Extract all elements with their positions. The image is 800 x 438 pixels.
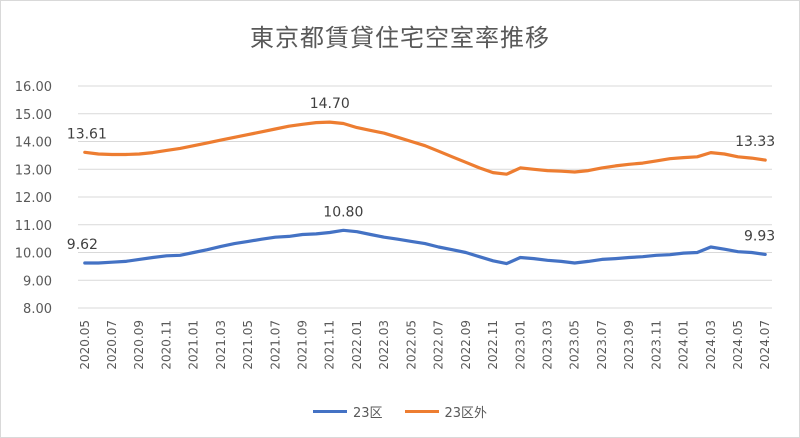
x-tick-label: 2024.03 [704, 320, 718, 370]
x-tick-label: 2023.11 [649, 320, 663, 370]
x-axis-ticks: 2020.05 2020.07 2020.09 2020.11 2021.01 2021.… [78, 320, 772, 370]
x-tick-label: 2023.09 [622, 320, 636, 370]
data-label: 9.93 [744, 228, 775, 244]
x-tick-label: 2021.09 [296, 320, 310, 370]
x-tick-label: 2024.05 [731, 320, 745, 370]
x-tick-label: 2022.01 [350, 320, 364, 370]
y-tick-label: 13.00 [15, 163, 52, 178]
y-tick-label: 8.00 [23, 302, 52, 317]
y-tick-label: 14.00 [15, 136, 52, 151]
y-tick-label: 15.00 [15, 108, 52, 123]
x-tick-label: 2022.05 [404, 320, 418, 370]
chart-title: 東京都賃貸住宅空室率推移 [250, 24, 550, 52]
series-line-1 [83, 120, 767, 176]
x-tick-label: 2023.01 [513, 320, 527, 370]
x-tick-label: 2022.07 [432, 320, 446, 370]
x-tick-label: 2024.01 [677, 320, 691, 370]
y-tick-label: 9.00 [23, 274, 52, 289]
x-tick-label: 2021.03 [214, 320, 228, 370]
y-axis-ticks: 16.00 15.00 14.00 13.00 12.00 11.00 10.00 9.00 8… [15, 80, 52, 317]
data-label: 14.70 [310, 96, 350, 112]
x-tick-label: 2021.07 [268, 320, 282, 370]
data-label: 13.33 [735, 134, 775, 150]
legend-item-23ku: 23区 [312, 402, 383, 421]
legend-label-23ku: 23区 [352, 406, 383, 421]
x-tick-label: 2020.05 [78, 320, 92, 370]
x-tick-label: 2020.11 [159, 320, 173, 370]
x-tick-label: 2023.03 [540, 320, 554, 370]
data-label: 13.61 [67, 126, 107, 142]
x-tick-label: 2020.07 [105, 320, 119, 370]
gridlines [78, 85, 772, 309]
data-label: 10.80 [323, 204, 363, 220]
y-tick-label: 12.00 [15, 191, 52, 206]
legend-swatch-23ku-outside [404, 410, 439, 413]
legend: 23区 23区外 [0, 402, 800, 421]
y-tick-label: 16.00 [15, 80, 52, 95]
x-tick-label: 2021.05 [241, 320, 255, 370]
series-line-0 [83, 228, 767, 266]
x-tick-label: 2023.07 [595, 320, 609, 370]
x-tick-label: 2021.11 [323, 320, 337, 370]
series-lines [83, 120, 767, 266]
x-tick-label: 2023.05 [568, 320, 582, 370]
legend-label-23ku-outside: 23区外 [444, 406, 488, 421]
x-tick-label: 2022.03 [377, 320, 391, 370]
x-tick-label: 2024.07 [758, 320, 772, 370]
x-tick-label: 2022.11 [486, 320, 500, 370]
data-labels: 13.61 14.70 13.33 9.62 10.80 9.93 [67, 96, 775, 253]
x-tick-label: 2020.09 [132, 320, 146, 370]
y-tick-label: 10.00 [15, 247, 52, 262]
x-tick-label: 2021.01 [187, 320, 201, 370]
y-tick-label: 11.00 [15, 219, 52, 234]
data-label: 9.62 [67, 237, 98, 253]
x-tick-label: 2022.09 [459, 320, 473, 370]
legend-item-23ku-outside: 23区外 [404, 402, 488, 421]
legend-swatch-23ku [312, 410, 347, 413]
